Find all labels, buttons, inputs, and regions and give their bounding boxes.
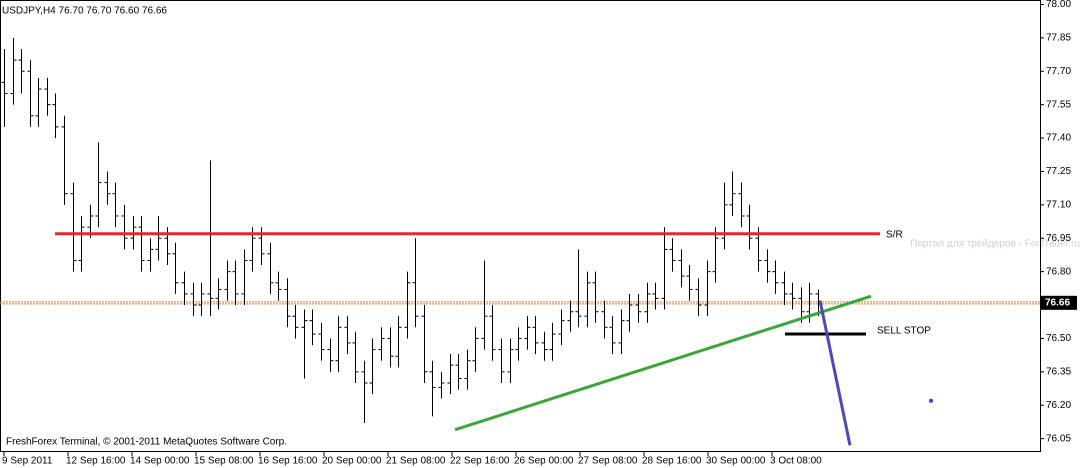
sr-label: S/R [886,229,903,240]
y-tick-label: 76.05 [1046,433,1071,444]
header: USDJPY,H4 76.70 76.70 76.60 76.66 [2,6,167,17]
x-tick-label: 28 Sep 16:00 [642,456,702,467]
x-tick-label: 16 Sep 16:00 [258,456,318,467]
x-tick-label: 22 Sep 16:00 [450,456,510,467]
y-tick-label: 76.95 [1046,233,1071,244]
y-tick-label: 77.70 [1046,66,1071,77]
y-tick-label: 76.80 [1046,266,1071,277]
y-tick-label: 77.85 [1046,32,1071,43]
y-tick-label: 77.40 [1046,133,1071,144]
x-tick-label: 9 Sep 2011 [2,456,53,467]
plot-frame [0,0,1041,452]
projection-line [818,300,852,446]
x-tick-label: 20 Sep 00:00 [322,456,382,467]
x-tick-label: 26 Sep 00:00 [514,456,574,467]
y-tick-label: 77.25 [1046,166,1071,177]
x-tick-label: 12 Sep 16:00 [66,456,126,467]
marker [929,398,933,403]
y-tick-label: 76.50 [1046,333,1071,344]
y-tick-label: 76.20 [1046,400,1071,411]
x-tick-label: 3 Oct 08:00 [770,456,822,467]
watermark: Портал для трейдеров - ForTrader.ru [910,239,1080,250]
x-tick-label: 15 Sep 08:00 [194,456,254,467]
y-tick-label: 77.10 [1046,199,1071,210]
y-tick-label: 77.55 [1046,99,1071,110]
footer: FreshForex Terminal, © 2001-2011 MetaQuo… [6,437,287,448]
x-tick-label: 14 Sep 00:00 [130,456,190,467]
price-badge [1041,295,1077,310]
sell-stop-label: SELL STOP [877,326,931,337]
x-tick-label: 27 Sep 08:00 [578,456,638,467]
y-tick-label: 78.00 [1046,0,1071,10]
x-tick-label: 30 Sep 00:00 [706,456,766,467]
trendline [454,294,872,432]
y-tick-label: 76.35 [1046,366,1071,377]
price-badge-label: 76.66 [1045,297,1070,308]
x-tick-label: 21 Sep 08:00 [386,456,446,467]
